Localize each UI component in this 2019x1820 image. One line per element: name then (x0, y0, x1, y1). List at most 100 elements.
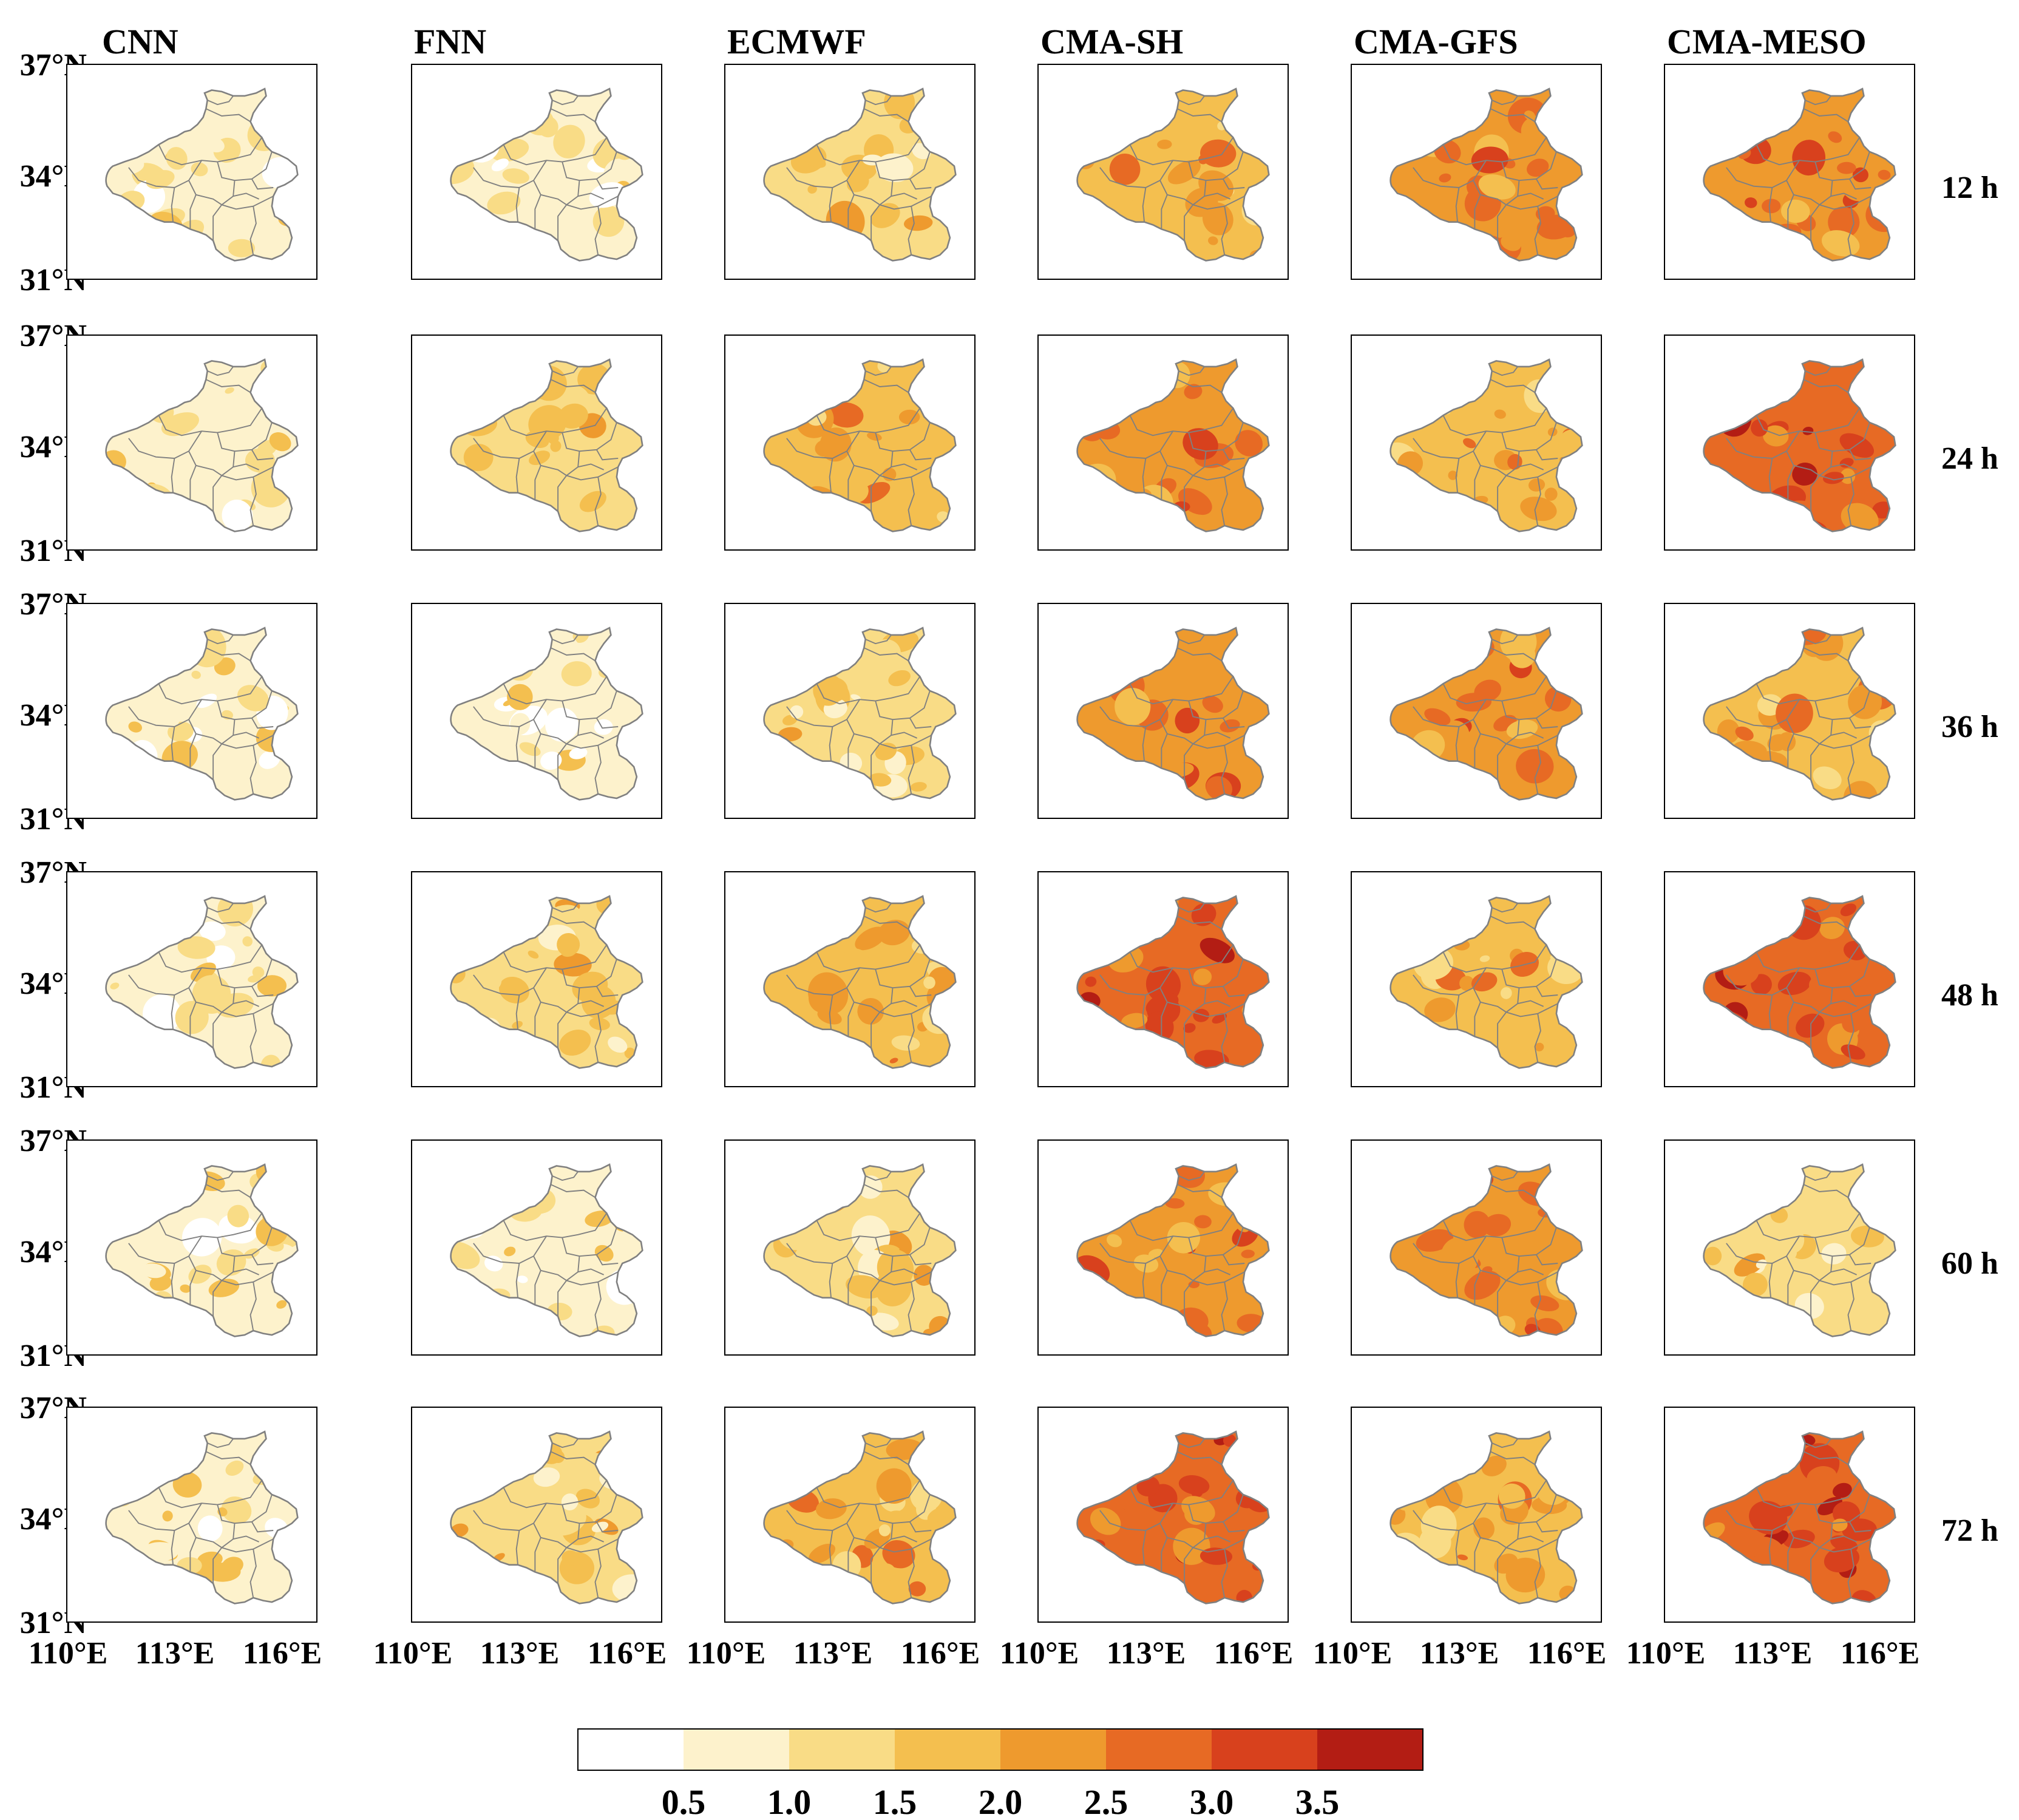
intensity-blotch (903, 249, 915, 256)
county-boundary (195, 1536, 222, 1549)
county-boundary (1726, 1235, 1800, 1264)
county-boundary (1413, 1235, 1487, 1264)
intensity-blotch (1167, 1222, 1200, 1254)
county-boundary (1490, 1451, 1535, 1465)
county-boundary (1442, 1212, 1547, 1241)
model-title-fnn: FNN (414, 22, 486, 61)
county-boundary (249, 1282, 257, 1331)
county-boundary (1756, 1212, 1861, 1241)
model-title-cma-meso: CMA-MESO (1667, 22, 1867, 61)
county-boundary (829, 1263, 833, 1298)
county-boundary (1814, 151, 1870, 182)
county-boundary (562, 151, 617, 182)
intensity-blotch (1535, 1042, 1544, 1051)
map-panel (1037, 871, 1289, 1087)
county-boundary (596, 986, 619, 997)
county-boundary (217, 1494, 273, 1524)
intensity-blotch (517, 1275, 528, 1283)
county-boundary (540, 1001, 567, 1013)
lon-tick-label: 113°E (1107, 1636, 1186, 1671)
county-boundary (1188, 959, 1244, 989)
county-boundary (1413, 1503, 1487, 1531)
county-boundary (195, 1001, 222, 1013)
intensity-blotch (1202, 695, 1223, 713)
map-panel (66, 64, 317, 280)
county-boundary (786, 967, 861, 996)
county-boundary (1819, 1538, 1871, 1553)
county-boundary (908, 1549, 915, 1598)
county-boundary (1793, 464, 1820, 477)
colorbar-tick-label: 2.5 (1084, 1782, 1128, 1820)
intensity-blotch (885, 1510, 908, 1527)
map-panel (1351, 1139, 1602, 1356)
map-panel (1664, 1407, 1915, 1623)
lon-tick-label: 113°E (793, 1636, 873, 1671)
county-boundary (1803, 108, 1848, 123)
county-boundary (550, 108, 596, 123)
county-boundary (577, 1535, 605, 1543)
county-boundary (562, 1227, 617, 1257)
county-boundary (1830, 1535, 1858, 1543)
county-boundary (816, 944, 921, 973)
county-boundary (1849, 1521, 1871, 1533)
county-boundary (786, 1235, 861, 1264)
map-panel (411, 871, 662, 1087)
county-boundary (1178, 95, 1205, 106)
county-boundary (846, 987, 855, 1037)
county-boundary (566, 1538, 619, 1553)
intensity-blotch (1833, 1482, 1852, 1498)
county-boundary (1501, 1227, 1557, 1257)
county-boundary (217, 1227, 273, 1257)
county-boundary (891, 463, 918, 470)
county-boundary (503, 944, 608, 973)
longitude-axis: 110°E 113°E 116°E 110°E 113°E 116°E 110°E 113°E… (29, 1636, 1920, 1671)
county-boundary (1480, 464, 1507, 477)
county-boundary (1756, 1479, 1861, 1509)
county-boundary (533, 180, 541, 229)
county-boundary (846, 450, 855, 500)
county-boundary (1786, 1255, 1794, 1305)
county-boundary (222, 1271, 274, 1286)
county-boundary (188, 719, 197, 769)
colorbar-tick-label: 1.0 (767, 1782, 812, 1820)
county-boundary (1142, 187, 1147, 222)
intensity-blotch (484, 1255, 503, 1272)
county-boundary (853, 733, 880, 745)
intensity-blotch (1821, 1243, 1847, 1265)
county-boundary (515, 994, 520, 1030)
intensity-blotch (527, 171, 549, 190)
intensity-blotch (128, 721, 142, 733)
county-boundary (1221, 206, 1228, 256)
county-boundary (1159, 719, 1168, 769)
county-boundary (195, 1269, 222, 1282)
intensity-blotch (1842, 1014, 1862, 1033)
intensity-blotch (908, 1581, 926, 1597)
intensity-blotch (1498, 1483, 1525, 1509)
county-boundary (846, 1523, 855, 1572)
intensity-blotch (1813, 949, 1833, 968)
county-boundary (217, 422, 273, 452)
county-boundary (1221, 745, 1228, 795)
county-boundary (1204, 732, 1231, 739)
intensity-blotch (1121, 1013, 1148, 1028)
county-boundary (1803, 647, 1848, 662)
county-boundary (596, 178, 619, 190)
map-panel (1664, 871, 1915, 1087)
county-boundary (1517, 1000, 1544, 1007)
intensity-blotch (1464, 1211, 1490, 1238)
map-panel (1037, 64, 1289, 280)
intensity-blotch (1515, 1457, 1524, 1464)
map-panel (411, 334, 662, 551)
county-boundary (1490, 647, 1535, 662)
county-boundary (562, 959, 617, 989)
intensity-blotch (828, 402, 864, 428)
county-boundary (853, 464, 880, 477)
intensity-blotch (878, 920, 911, 946)
county-boundary (846, 719, 855, 769)
county-boundary (1223, 718, 1245, 729)
county-boundary (128, 699, 203, 727)
county-boundary (566, 466, 619, 481)
colorbar-segment (895, 1729, 1000, 1770)
intensity-blotch (1148, 1249, 1163, 1258)
county-boundary (1805, 1171, 1831, 1181)
